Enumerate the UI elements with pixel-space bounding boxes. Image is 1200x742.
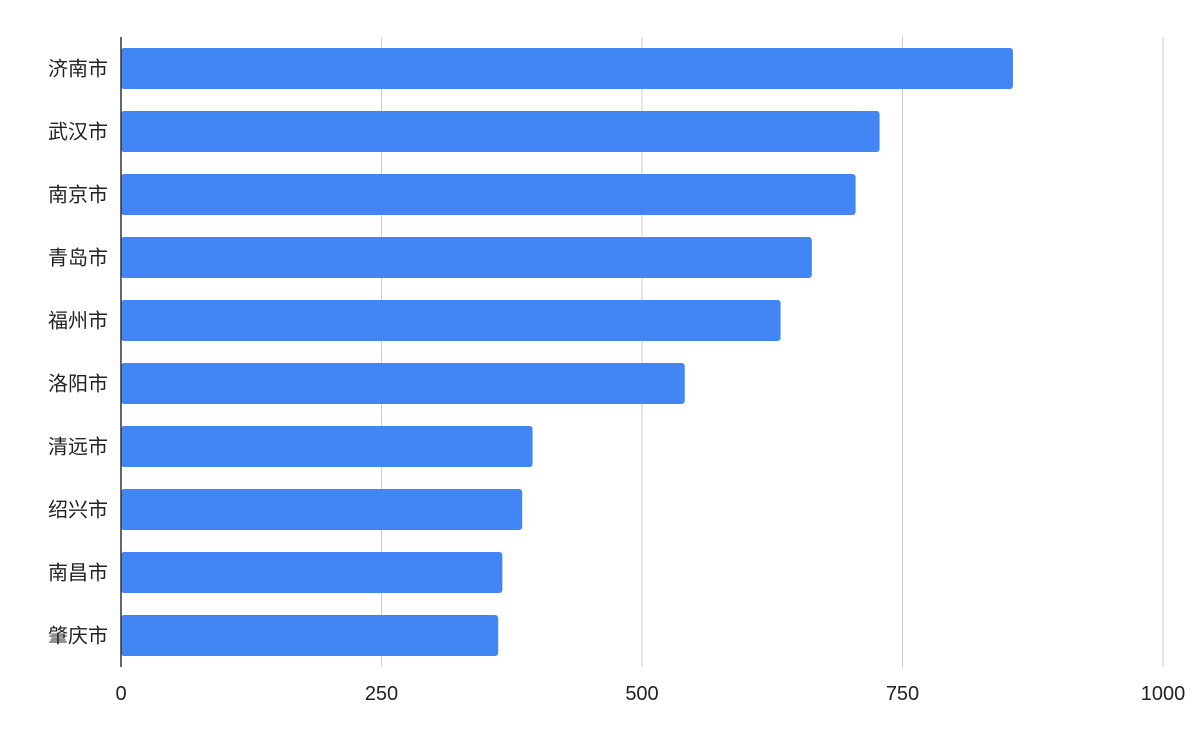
bar: [121, 363, 685, 404]
bar: [121, 489, 523, 530]
category-label: 武汉市: [48, 121, 108, 144]
category-label: 济南市: [48, 58, 108, 81]
bars: [121, 48, 1013, 656]
bar: [121, 426, 533, 467]
bar: [121, 237, 812, 278]
category-label: 清远市: [48, 436, 108, 459]
category-label: 南京市: [48, 184, 108, 207]
x-tick-label: 750: [886, 683, 919, 705]
bar: [121, 174, 856, 215]
x-tick-labels: 0 250 500 750 1000: [115, 683, 1185, 705]
category-label: 青岛市: [48, 247, 108, 270]
x-tick-label: 500: [625, 683, 658, 705]
bar: [121, 111, 880, 152]
bar: [121, 48, 1013, 89]
x-tick-label: 1000: [1141, 683, 1186, 705]
bar: [121, 300, 781, 341]
category-label: 洛阳市: [48, 373, 108, 396]
category-label: 绍兴市: [48, 499, 108, 522]
x-tick-label: 250: [365, 683, 398, 705]
bar: [121, 615, 499, 656]
category-label: 福州市: [48, 310, 108, 333]
bar: [121, 552, 503, 593]
category-label: 肇庆市: [48, 625, 108, 648]
x-tick-label: 0: [115, 683, 126, 705]
category-label: 南昌市: [48, 562, 108, 585]
